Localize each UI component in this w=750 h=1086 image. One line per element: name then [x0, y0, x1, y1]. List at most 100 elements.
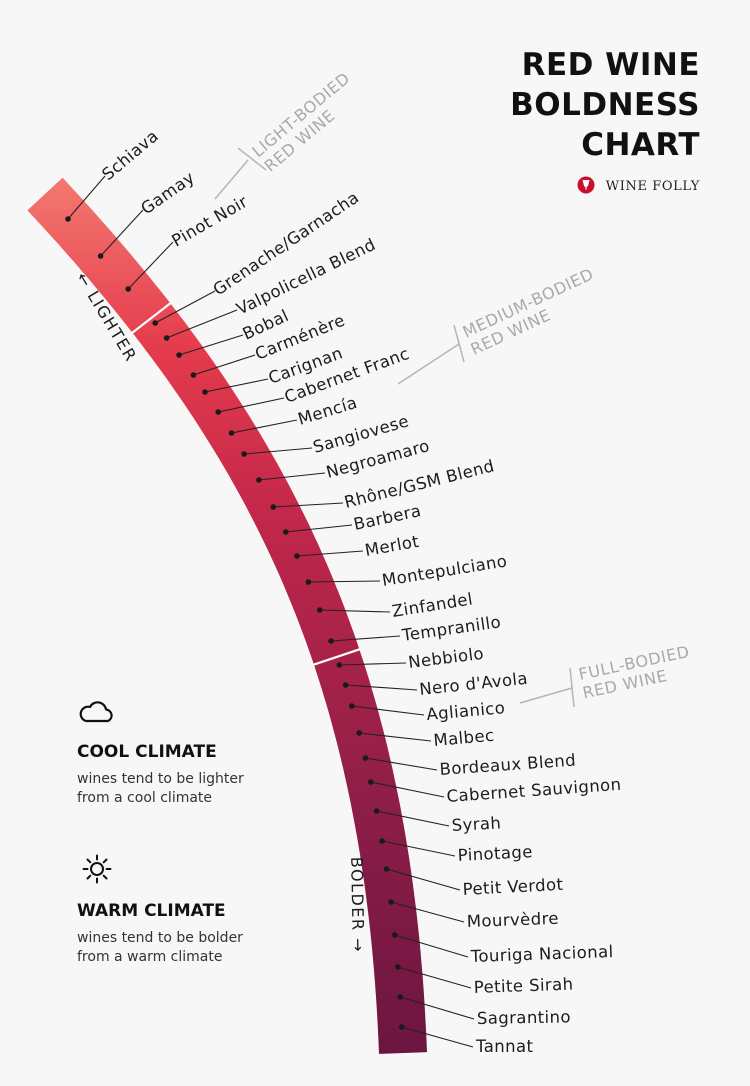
- wine-label: Touriga Nacional: [469, 942, 613, 966]
- warm-climate-line-2: from a warm climate: [77, 949, 222, 965]
- wine-dot: [362, 755, 369, 761]
- wine-leader-line: [370, 781, 445, 798]
- wine-leader-line: [178, 334, 244, 356]
- wine-label: Merlot: [363, 532, 420, 560]
- wine-label: Valpolicella Blend: [233, 235, 378, 319]
- wine-leader-line: [285, 524, 353, 533]
- wine-label: Zinfandel: [391, 589, 475, 621]
- sun-icon: [82, 854, 112, 884]
- bolder-label: BOLDER →: [347, 857, 368, 954]
- wine-dot: [228, 430, 235, 436]
- wine-label: Bordeaux Blend: [439, 751, 577, 779]
- wine-leader-line: [154, 290, 216, 324]
- category-bracket-bar: [453, 324, 465, 363]
- wine-leader-line: [244, 447, 313, 455]
- wine-dot: [305, 579, 312, 585]
- wine-dot: [241, 451, 247, 457]
- wine-leader-line: [376, 810, 450, 827]
- wine-dot: [65, 216, 71, 222]
- wine-leader-line: [390, 901, 465, 923]
- warm-climate-line-1: wines tend to be bolder: [77, 930, 243, 946]
- wine-label: Aglianico: [426, 698, 506, 724]
- category-bracket-stem: [214, 159, 249, 200]
- wine-item: Petite Sirah: [395, 964, 574, 997]
- wine-label: Nero d'Avola: [418, 669, 528, 699]
- wine-dot: [270, 504, 277, 510]
- wine-leader-line: [193, 354, 256, 376]
- wine-dot: [176, 352, 182, 358]
- wine-dot: [379, 838, 385, 844]
- boldness-band-shape: [27, 177, 428, 1054]
- wine-label: Petite Sirah: [473, 975, 573, 997]
- warm-climate-heading: WARM CLIMATE: [77, 901, 226, 921]
- category-bracket: FULL-BODIEDRED WINE: [519, 642, 695, 708]
- category-label: LIGHT-BODIEDRED WINE: [248, 68, 366, 175]
- wine-dot: [392, 932, 398, 938]
- wine-leader-line: [100, 209, 144, 257]
- wine-dot: [368, 779, 374, 785]
- wine-leader-line: [166, 309, 238, 339]
- wine-label: Petit Verdot: [462, 875, 564, 899]
- wine-dot: [316, 607, 323, 613]
- wine-label: Tannat: [475, 1037, 533, 1056]
- wine-label: Pinotage: [457, 842, 533, 865]
- category-label: MEDIUM-BODIEDRED WINE: [460, 264, 605, 359]
- wine-leader-line: [339, 662, 407, 666]
- wine-item: Sagrantino: [397, 994, 571, 1028]
- wine-leader-line: [359, 732, 432, 742]
- wine-label: Gamay: [137, 168, 198, 218]
- wine-dot: [256, 477, 262, 483]
- category-bracket: LIGHT-BODIEDRED WINE: [214, 68, 366, 200]
- wine-leader-line: [365, 757, 438, 771]
- band-divider: [130, 301, 172, 335]
- right-arrow-icon: →: [348, 931, 367, 953]
- category-bracket-bar: [569, 667, 575, 708]
- wine-dot: [283, 529, 289, 535]
- wine-item: Pinotage: [379, 838, 533, 865]
- wine-item: Syrah: [373, 808, 502, 835]
- wine-leader-line: [397, 966, 472, 989]
- cool-climate-heading: COOL CLIMATE: [77, 742, 217, 762]
- wine-label: Schiava: [98, 126, 162, 184]
- wine-dot: [383, 866, 390, 872]
- boldness-band: [27, 177, 428, 1054]
- wine-leader-line: [351, 705, 425, 716]
- wine-label: Sagrantino: [477, 1007, 571, 1028]
- wine-dot: [190, 372, 197, 378]
- wine-dot: [215, 409, 221, 415]
- wine-leader-line: [67, 175, 106, 220]
- wine-dot: [349, 703, 355, 709]
- wine-dot: [356, 730, 363, 736]
- title-line-1: RED WINE: [522, 47, 700, 83]
- wine-label: Cabernet Sauvignon: [446, 775, 622, 806]
- wine-dot: [395, 964, 401, 970]
- bolder-text: BOLDER: [347, 857, 367, 932]
- wine-dot: [397, 994, 403, 1000]
- wine-item: Mourvèdre: [388, 899, 559, 931]
- wine-leader-line: [127, 241, 174, 290]
- wine-item: Cabernet Sauvignon: [368, 775, 622, 806]
- wine-item: Montepulciano: [305, 551, 509, 590]
- wine-label: Malbec: [433, 726, 495, 750]
- bolder-direction: BOLDER →: [347, 857, 368, 954]
- wine-item: Touriga Nacional: [392, 932, 614, 966]
- wine-dot: [388, 899, 394, 905]
- wine-leader-line: [399, 996, 475, 1020]
- cool-climate-line-1: wines tend to be lighter: [77, 771, 244, 787]
- brand-name: WINE FOLLY: [606, 179, 700, 194]
- wine-label: Syrah: [451, 813, 502, 835]
- wine-dot: [336, 662, 343, 668]
- wine-leader-line: [273, 502, 344, 508]
- wine-folly-logo-icon: [577, 176, 595, 194]
- wine-label: Nebbiolo: [407, 644, 485, 672]
- wine-dot: [202, 389, 208, 395]
- category-label: FULL-BODIEDRED WINE: [577, 642, 695, 703]
- band-divider: [312, 648, 361, 666]
- wine-leader-line: [308, 580, 381, 583]
- wine-dot: [97, 253, 104, 259]
- wine-label: Mourvèdre: [466, 909, 559, 931]
- wine-leader-line: [218, 397, 285, 413]
- title-line-2: BOLDNESS: [510, 87, 700, 123]
- cool-climate-line-2: from a cool climate: [77, 790, 212, 806]
